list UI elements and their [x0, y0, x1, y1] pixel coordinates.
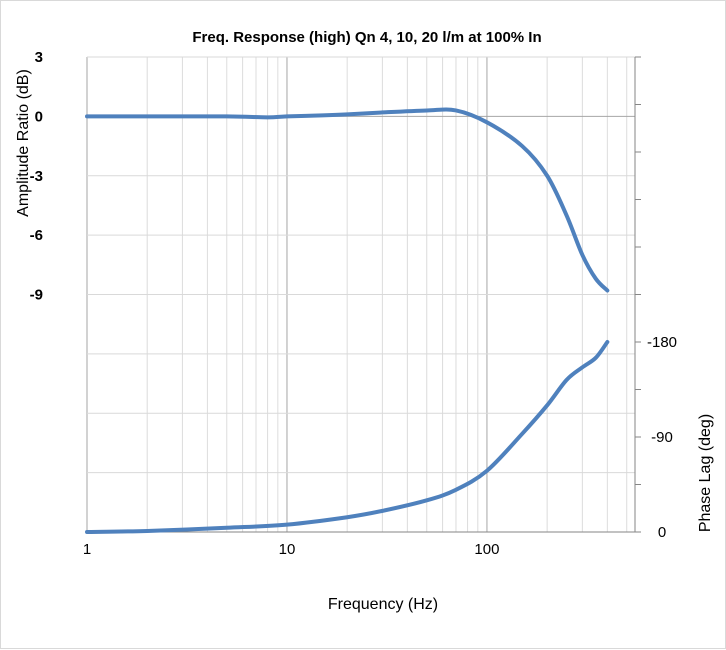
series-group — [85, 107, 610, 534]
y-right-tick-label: -90 — [651, 429, 673, 446]
chart-title: Freq. Response (high) Qn 4, 10, 20 l/m a… — [192, 29, 541, 46]
y-left-tick-label: 3 — [35, 49, 43, 66]
x-tick-label: 100 — [474, 541, 499, 558]
tick-labels: 1 10 100 3 0 -3 -6 -9 -180 -90 0 — [30, 49, 677, 558]
grid — [86, 56, 635, 533]
y-left-tick-label: -9 — [30, 287, 43, 304]
y-left-tick-label: -3 — [30, 168, 43, 185]
y-left-tick-label: 0 — [35, 108, 43, 125]
amplitude-series-line — [85, 107, 610, 293]
y-left-axis-title: Amplitude Ratio (dB) — [15, 69, 32, 217]
phase-series-line — [85, 340, 610, 534]
x-tick-label: 10 — [279, 541, 296, 558]
x-axis-title: Frequency (Hz) — [328, 596, 438, 613]
x-tick-label: 1 — [83, 541, 91, 558]
y-left-tick-label: -6 — [30, 227, 43, 244]
y-right-tick-label: 0 — [658, 524, 666, 541]
axes — [87, 56, 641, 533]
y-right-axis-title: Phase Lag (deg) — [697, 414, 714, 532]
y-right-tick-label: -180 — [647, 334, 677, 351]
